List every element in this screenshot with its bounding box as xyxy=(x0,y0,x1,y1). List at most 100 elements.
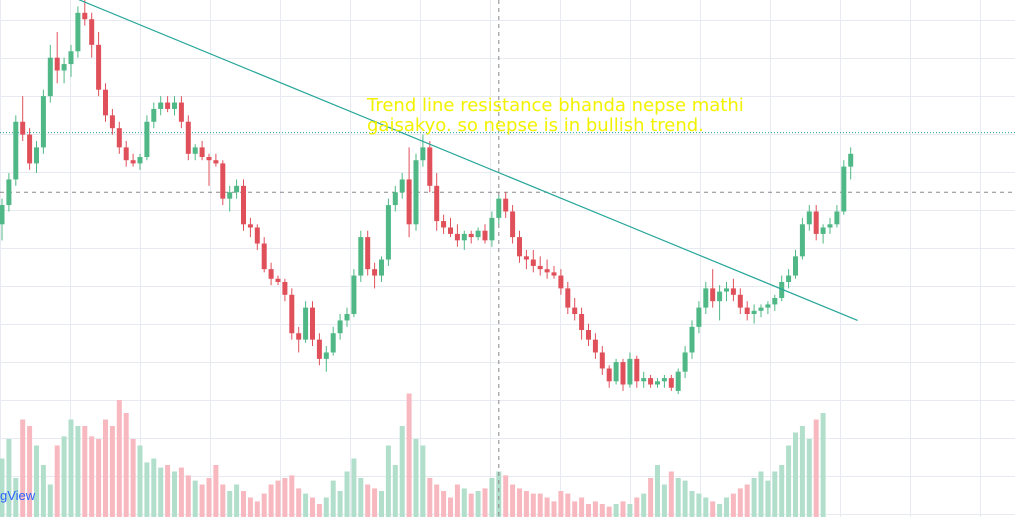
volume-bar xyxy=(103,419,108,517)
candle-down xyxy=(710,288,716,302)
volume-bar xyxy=(192,480,198,517)
candle-up xyxy=(47,57,53,97)
candle-down xyxy=(103,89,108,116)
volume-bar xyxy=(351,458,357,517)
volume-bar xyxy=(337,491,343,517)
volume-bar xyxy=(399,426,405,517)
volume-bar xyxy=(503,475,509,517)
candle-down xyxy=(565,288,571,308)
candle-down xyxy=(296,333,302,340)
candle-up xyxy=(627,358,633,385)
volume-bar xyxy=(82,426,88,517)
candle-down xyxy=(254,227,260,244)
volume-bar xyxy=(572,501,578,517)
volume-bar xyxy=(261,493,267,517)
candle-down xyxy=(185,121,191,154)
volume-bar xyxy=(799,426,805,517)
candle-down xyxy=(537,265,543,270)
volume-bar xyxy=(227,491,233,517)
candle-up xyxy=(772,297,778,305)
candle-down xyxy=(261,243,267,270)
volume-bar xyxy=(468,493,474,517)
candle-down xyxy=(634,358,640,382)
candle-up xyxy=(724,288,729,292)
volume-bar xyxy=(316,504,322,517)
candle-up xyxy=(420,147,426,161)
volume-bar xyxy=(537,493,543,517)
volume-bar xyxy=(751,478,757,517)
volume-bar xyxy=(737,488,743,517)
volume-bar xyxy=(241,491,246,517)
volume-bar xyxy=(717,504,723,517)
volume-bar xyxy=(0,458,5,517)
volume-bar xyxy=(89,436,95,517)
candle-up xyxy=(841,166,847,212)
volume-bar xyxy=(385,445,391,517)
candle-up xyxy=(379,259,384,276)
candle-down xyxy=(20,121,26,135)
volume-bar xyxy=(379,491,384,517)
volume-bar xyxy=(744,484,750,517)
candle-up xyxy=(172,102,177,109)
volume-bar xyxy=(54,445,60,517)
volume-bar xyxy=(786,445,792,517)
candle-down xyxy=(592,339,598,353)
candle-down xyxy=(448,227,453,234)
candle-up xyxy=(227,192,233,199)
volume-bar xyxy=(820,413,826,517)
volume-bar xyxy=(109,426,115,517)
candle-up xyxy=(337,320,343,334)
candle-down xyxy=(586,330,591,340)
volume-bar xyxy=(75,426,81,517)
candle-down xyxy=(572,307,578,315)
volume-bar xyxy=(234,484,240,517)
candle-down xyxy=(27,134,33,164)
candle-up xyxy=(385,205,391,260)
candle-up xyxy=(765,304,771,308)
candle-down xyxy=(241,185,246,225)
volume-bar xyxy=(289,475,295,517)
candle-down xyxy=(482,230,488,241)
candle-up xyxy=(696,307,702,327)
candle-up xyxy=(151,108,157,122)
candle-up xyxy=(779,281,785,298)
candle-down xyxy=(503,198,509,212)
volume-bar xyxy=(772,471,778,517)
volume-bar xyxy=(392,465,398,517)
candle-down xyxy=(206,157,212,161)
volume-bar xyxy=(116,400,122,517)
candle-up xyxy=(461,233,467,241)
volume-bar xyxy=(634,497,640,517)
candle-up xyxy=(661,378,667,382)
candle-up xyxy=(344,314,350,321)
volume-bar xyxy=(606,506,612,517)
candle-up xyxy=(144,121,150,158)
volume-bar xyxy=(206,478,212,517)
candle-down xyxy=(510,211,516,238)
volume-bar xyxy=(40,465,46,517)
volume-bar xyxy=(441,491,447,517)
volume-bar xyxy=(689,491,695,517)
candle-up xyxy=(848,153,854,167)
candle-down xyxy=(441,221,447,228)
volume-bar xyxy=(34,445,39,517)
candle-down xyxy=(551,272,557,276)
candle-down xyxy=(54,57,60,71)
volume-bar xyxy=(655,465,660,517)
volume-bar xyxy=(20,419,26,517)
volume-bar xyxy=(427,478,433,517)
candle-down xyxy=(123,147,129,161)
candle-down xyxy=(109,115,115,129)
volume-bar xyxy=(806,439,812,517)
candle-down xyxy=(468,233,474,238)
volume-bar xyxy=(413,439,419,517)
candle-up xyxy=(489,217,495,241)
candle-down xyxy=(199,147,205,158)
candle-down xyxy=(544,269,550,273)
volume-bar xyxy=(579,497,585,517)
volume-bar xyxy=(661,484,667,517)
volume-bar xyxy=(47,484,53,517)
candle-down xyxy=(434,185,440,222)
